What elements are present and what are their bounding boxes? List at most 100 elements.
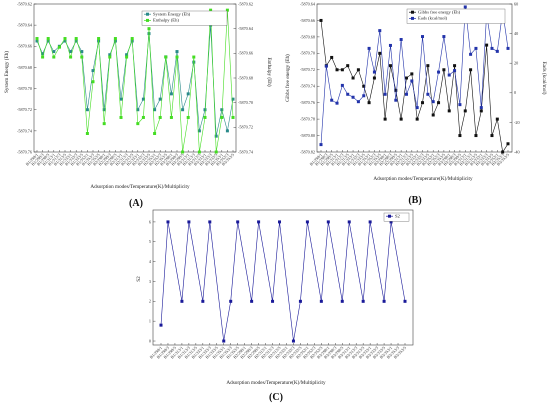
chart-b-series-1-point — [383, 117, 387, 121]
chart-c-series-1-point — [201, 299, 205, 303]
chart-a-series-1-point — [102, 108, 106, 112]
chart-c-series-1-point — [298, 299, 302, 303]
chart-c-series-1-point — [340, 299, 344, 303]
chart-c-series-1-point — [208, 220, 212, 224]
chart-a-series-2-point — [108, 55, 112, 59]
chart-c-series-1-point — [326, 220, 330, 224]
chart-a-series-2-point — [113, 37, 117, 41]
chart-b-series-1-point — [356, 68, 360, 72]
chart-a-series-1-point — [91, 69, 95, 73]
chart-b-series-2-point — [367, 46, 371, 50]
chart-b-series-2-point — [469, 52, 473, 56]
chart-b-ytick-label: -5870.78 — [300, 117, 315, 122]
chart-a-series-1-point — [175, 50, 179, 54]
chart-c-ytick-label: 5 — [149, 239, 151, 244]
chart-a: System Energy (Eh) Enthalpy (Eh) Adsorpt… — [3, 1, 273, 209]
chart-b-ytick-label: -5870.82 — [300, 149, 315, 154]
chart-a-y2tick-label: -5870.70 — [238, 100, 253, 105]
chart-b-ytick-label: -5870.76 — [300, 100, 315, 105]
chart-b-series-2-point — [474, 46, 478, 50]
chart-a-series-2-point — [46, 37, 50, 41]
chart-b-y2tick-label: -20 — [514, 120, 520, 125]
chart-a-y2tick-label: -5870.68 — [238, 75, 253, 80]
chart-c-series-1-point — [319, 299, 323, 303]
chart-b-ytick-label: -5870.70 — [300, 51, 315, 56]
chart-b-series-1-point — [388, 64, 392, 68]
chart-b-y2tick-label: 40 — [514, 31, 518, 36]
chart-b-series-1-point — [458, 134, 462, 138]
chart-a-series-2-point — [63, 37, 67, 41]
chart-c-series-1-point — [278, 220, 282, 224]
chart-b-series-1-point — [447, 109, 451, 113]
chart-a-series-2-point — [153, 132, 157, 135]
chart-b-series-2-point — [506, 46, 510, 50]
chart-b-series-2-line — [320, 6, 509, 145]
chart-b-series-1-point — [485, 43, 489, 47]
chart-b-series-1-point — [394, 88, 398, 92]
chart-c-series-1-point — [236, 220, 240, 224]
chart-a-legend-label: Enthalpy (Eh) — [153, 18, 179, 23]
chart-a-series-2-point — [52, 55, 56, 59]
chart-a-series-1-point — [136, 108, 140, 112]
chart-b-series-1-point — [367, 101, 371, 105]
chart-b-series-2-point — [362, 94, 366, 98]
chart-b-series-2-point — [426, 92, 430, 96]
chart-a-series-2-point — [91, 80, 95, 84]
chart-a-series-1-point — [80, 50, 84, 54]
chart-a-series-2-point — [57, 45, 61, 49]
chart-c-ytick-label: 2 — [149, 299, 151, 304]
chart-b-series-2-point — [330, 98, 334, 102]
chart-a-series-2-point — [41, 55, 45, 59]
chart-b-ytick-label: -5870.68 — [300, 34, 315, 39]
chart-b-series-2-point — [394, 98, 398, 102]
chart-a-series-2-point — [181, 150, 185, 154]
chart-c-series-1-point — [222, 339, 226, 343]
chart-a-legend-marker — [146, 12, 149, 16]
chart-c-series-1-point — [347, 220, 351, 224]
chart-b-series-1-point — [410, 72, 414, 76]
chart-a-series-2-point — [125, 55, 129, 59]
chart-b-series-2-point — [346, 92, 350, 96]
chart-a-series-1-point — [231, 97, 235, 101]
chart-b-series-2-point — [404, 92, 408, 96]
chart-a-series-2-point — [214, 150, 218, 154]
chart-a-series-2-point — [69, 55, 73, 59]
chart-a-series-1-point — [203, 108, 207, 112]
chart-a-series-2-point — [97, 37, 101, 41]
chart-a-series-2-point — [80, 55, 84, 59]
chart-a-series-2-point — [186, 115, 190, 119]
chart-a-series-1-point — [220, 108, 224, 112]
chart-a-series-1-point — [46, 39, 50, 43]
chart-a-series-2-point — [85, 132, 89, 135]
chart-a-series-2-point — [220, 115, 224, 119]
chart-a-series-1-point — [214, 134, 218, 138]
chart-b-series-2-point — [490, 46, 494, 50]
chart-b-legend-marker — [411, 10, 414, 14]
chart-c-ytick-label: 4 — [149, 259, 152, 264]
chart-b-series-1-point — [495, 117, 499, 121]
chart-a-series-2-point — [175, 55, 179, 59]
chart-b-series-2-point — [335, 101, 339, 105]
chart-c-series-1-point — [180, 299, 184, 303]
chart-a-series-1-point — [108, 53, 112, 57]
chart-a-y2tick-label: -5870.64 — [238, 26, 254, 31]
chart-a-series-1-point — [158, 97, 162, 101]
chart-b-ytick-label: -5870.72 — [300, 67, 315, 72]
chart-b-series-1-point — [415, 117, 419, 121]
chart-a-series-2-point — [74, 37, 78, 41]
chart-a-series-2-point — [147, 27, 151, 31]
chart-b-plot-frame — [316, 3, 513, 153]
chart-a-ytick-label: -5870.70 — [17, 86, 32, 91]
chart-c-series-1-point — [403, 299, 407, 303]
chart-a-ylabel: System Energy (Eh) — [3, 51, 10, 93]
chart-a-ytick-label: -5870.68 — [17, 65, 32, 70]
chart-b-series-2-point — [319, 143, 323, 147]
chart-b-series-2-point — [356, 100, 360, 104]
chart-b-series-1-point — [399, 117, 403, 121]
chart-b-legend-label: Gibbs free energy (Eh) — [418, 10, 461, 15]
chart-b-series-1-point — [431, 113, 435, 117]
chart-b-series-2-point — [324, 64, 328, 68]
chart-b-legend-label: Eads (kcal/mol) — [418, 16, 448, 21]
chart-b-series-2-point — [415, 106, 419, 110]
chart-b-ytick-label: -5870.74 — [300, 84, 316, 89]
